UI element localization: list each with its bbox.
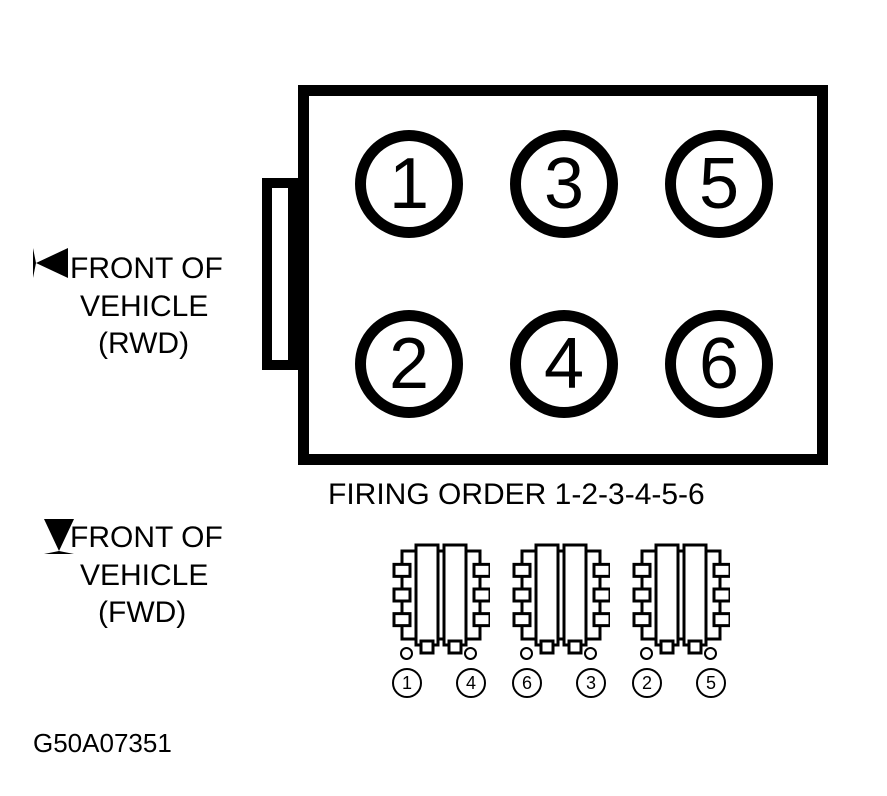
cylinder-2: 2 xyxy=(355,310,463,418)
rwd-line1: FRONT OF xyxy=(70,250,223,288)
fwd-line1: FRONT OF xyxy=(70,519,223,557)
fwd-line3: (FWD) xyxy=(70,594,223,632)
front-fwd-label: FRONT OF VEHICLE (FWD) xyxy=(70,519,223,632)
coil-terminal-6: 6 xyxy=(512,668,542,698)
coil-terminal-2: 2 xyxy=(632,668,662,698)
coil-terminal-dot xyxy=(400,647,413,660)
coil-terminal-5: 5 xyxy=(696,668,726,698)
coil-terminal-3: 3 xyxy=(576,668,606,698)
coil-terminal-dot xyxy=(640,647,653,660)
reference-code: G50A07351 xyxy=(33,728,172,759)
coil-terminal-dot xyxy=(520,647,533,660)
cylinder-3: 3 xyxy=(510,130,618,238)
cylinder-5: 5 xyxy=(665,130,773,238)
coil-terminal-dot xyxy=(704,647,717,660)
cylinder-1: 1 xyxy=(355,130,463,238)
front-indicator-bar xyxy=(262,178,298,370)
arrow-left-icon xyxy=(33,248,68,278)
rwd-line2: VEHICLE xyxy=(70,288,223,326)
firing-order-label: FIRING ORDER 1-2-3-4-5-6 xyxy=(328,478,705,512)
rwd-line3: (RWD) xyxy=(70,325,223,363)
cylinder-4: 4 xyxy=(510,310,618,418)
coil-terminal-1: 1 xyxy=(392,668,422,698)
coil-terminal-4: 4 xyxy=(456,668,486,698)
coil-pack-1 xyxy=(392,543,490,660)
cylinder-6: 6 xyxy=(665,310,773,418)
coil-terminal-dot xyxy=(464,647,477,660)
coil-pack-3 xyxy=(632,543,730,660)
coil-pack-2 xyxy=(512,543,610,660)
coil-terminal-dot xyxy=(584,647,597,660)
fwd-line2: VEHICLE xyxy=(70,557,223,595)
front-rwd-label: FRONT OF VEHICLE (RWD) xyxy=(70,250,223,363)
